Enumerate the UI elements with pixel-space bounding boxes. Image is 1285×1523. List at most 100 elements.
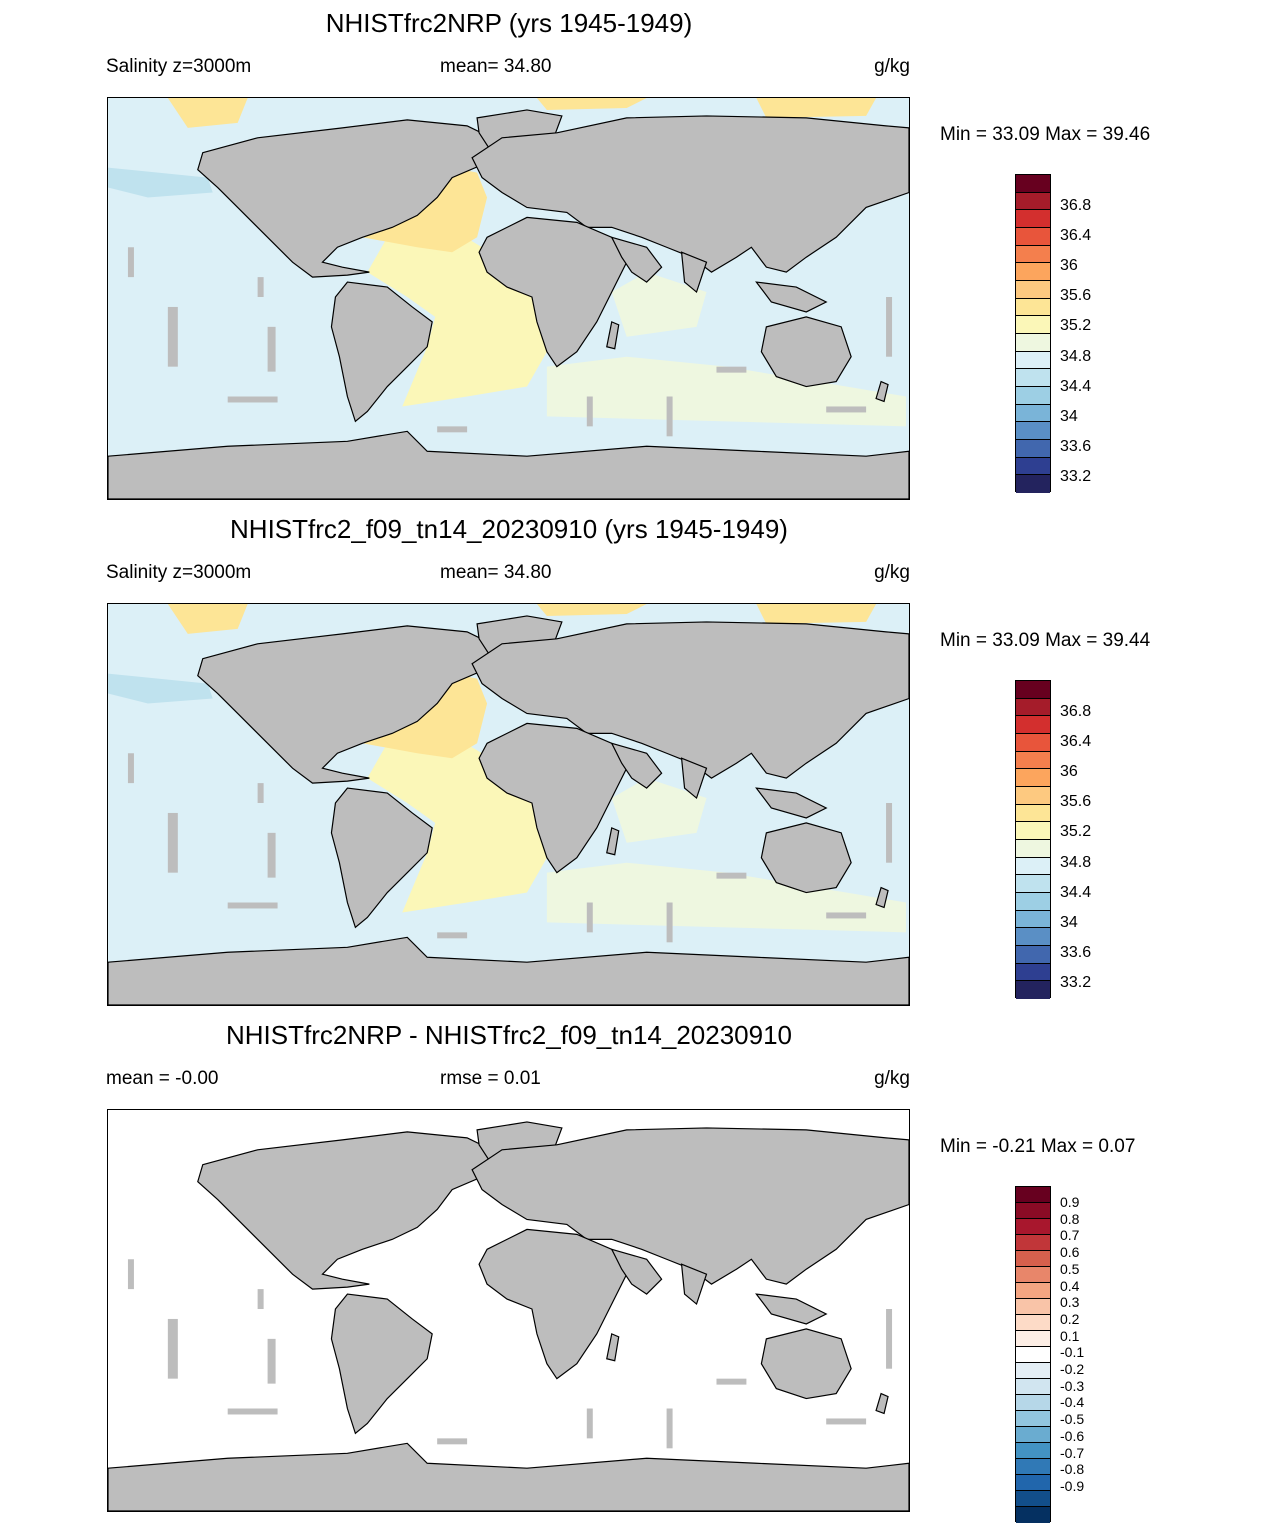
landmass	[197, 625, 503, 784]
colorbar-tick-label: -0.4	[1060, 1394, 1085, 1411]
masked-cell	[437, 1438, 468, 1445]
colorbar-swatch	[1016, 681, 1050, 699]
colorbar-swatch	[1016, 1331, 1050, 1347]
salinity-region	[611, 778, 707, 843]
colorbar-tick-label: 33.6	[1060, 437, 1092, 455]
masked-cell	[826, 406, 867, 413]
masked-cell	[586, 902, 593, 933]
landmass	[760, 316, 852, 388]
colorbar-swatch	[1016, 1395, 1050, 1411]
colorbar-tick-label: -0.7	[1060, 1444, 1085, 1461]
masked-cell	[666, 396, 673, 437]
masked-cell	[167, 812, 178, 873]
colorbar-swatch	[1016, 928, 1050, 946]
colorbar-swatch	[1016, 369, 1050, 387]
masked-cell	[127, 247, 134, 278]
minmax-label: Min = 33.09 Max = 39.46	[940, 124, 1151, 145]
colorbar-swatch	[1016, 1379, 1050, 1395]
colorbar-swatch	[1016, 1427, 1050, 1443]
landmass	[330, 1293, 433, 1435]
colorbar-swatch	[1016, 733, 1050, 752]
masked-cell	[586, 396, 593, 427]
colorbar-tick-label: 0.1	[1060, 1327, 1080, 1344]
landmass	[478, 722, 628, 874]
colorbar-swatch	[1016, 822, 1050, 840]
colorbar-swatch	[1016, 1459, 1050, 1475]
colorbar-swatch	[1016, 192, 1050, 211]
colorbar-swatch	[1016, 386, 1050, 405]
colorbar	[1015, 174, 1051, 493]
masked-cell	[267, 326, 276, 372]
colorbar-tick-label: 33.6	[1060, 943, 1092, 961]
salinity-region	[108, 663, 358, 953]
masked-cell	[127, 753, 134, 784]
colorbar-tick-label: 35.6	[1060, 793, 1092, 811]
landmass	[760, 822, 852, 894]
landmass	[606, 1333, 620, 1362]
landmass	[471, 1127, 909, 1285]
colorbar-tick-label: 34.8	[1060, 347, 1092, 365]
masked-cell	[127, 1259, 134, 1290]
colorbar-tick-label: -0.1	[1060, 1344, 1085, 1361]
salinity-region	[536, 98, 647, 110]
colorbar-tick-label: -0.9	[1060, 1477, 1085, 1494]
landmass	[680, 251, 708, 294]
colorbar-swatch	[1016, 263, 1050, 281]
colorbar-tick-label: -0.2	[1060, 1361, 1085, 1377]
colorbar-tick-label: 36.4	[1060, 227, 1092, 245]
colorbar-tick-label: 35.2	[1060, 317, 1092, 335]
masked-cell	[716, 366, 747, 373]
colorbar-swatch	[1016, 422, 1050, 440]
colorbar-swatch	[1016, 716, 1050, 734]
masked-cell	[886, 297, 893, 357]
units-label: g/kg	[874, 1068, 910, 1089]
colorbar-swatch	[1016, 298, 1050, 317]
map-svg	[108, 1110, 909, 1511]
colorbar-tick-label: 35.6	[1060, 287, 1092, 305]
salinity-region	[806, 192, 909, 427]
landmass	[755, 1293, 828, 1325]
masked-cell	[167, 1318, 178, 1379]
salinity-region	[546, 862, 907, 933]
panel-title: NHISTfrc2NRP - NHISTfrc2_f09_tn14_202309…	[225, 1020, 793, 1050]
colorbar-tick-label: 34.4	[1060, 377, 1092, 395]
colorbar-swatch	[1016, 439, 1050, 458]
colorbar-swatch	[1016, 981, 1050, 999]
landmass	[330, 787, 433, 929]
masked-cell	[666, 1408, 673, 1449]
salinity-region	[167, 604, 248, 634]
colorbar-swatch	[1016, 1203, 1050, 1219]
colorbar-swatch	[1016, 227, 1050, 246]
colorbar-swatch	[1016, 1283, 1050, 1299]
colorbar-tick-label: 0.6	[1060, 1244, 1080, 1261]
masked-cell	[586, 1408, 593, 1439]
masked-cell	[227, 1408, 278, 1415]
salinity-region	[108, 167, 213, 198]
landmass	[108, 1442, 909, 1511]
landmass	[875, 1392, 889, 1415]
colorbar-swatch	[1016, 1315, 1050, 1331]
colorbar-tick-label: 0.7	[1060, 1227, 1080, 1244]
colorbar-swatch	[1016, 316, 1050, 334]
colorbar-swatch	[1016, 1507, 1050, 1523]
colorbar-swatch	[1016, 1347, 1050, 1363]
masked-cell	[167, 306, 178, 367]
map-svg	[108, 604, 909, 1005]
colorbar-tick-label: 0.8	[1060, 1210, 1080, 1227]
colorbar-tick-label: -0.5	[1060, 1411, 1085, 1428]
colorbar-tick-label: 36.8	[1060, 703, 1092, 720]
masked-cell	[666, 902, 673, 943]
landmass	[108, 430, 909, 499]
colorbar-tick-label: -0.3	[1060, 1377, 1085, 1394]
colorbar-swatch	[1016, 804, 1050, 823]
colorbar-swatch	[1016, 1219, 1050, 1235]
salinity-region	[167, 98, 248, 128]
units-label: g/kg	[874, 56, 910, 77]
colorbar-tick-label: 34	[1060, 407, 1078, 425]
colorbar-tick-label: 36.8	[1060, 197, 1092, 214]
panel-title: NHISTfrc2NRP (yrs 1945-1949)	[325, 8, 693, 38]
masked-cell	[257, 1289, 264, 1310]
panel-3: NHISTfrc2NRP - NHISTfrc2_f09_tn14_202309…	[0, 1012, 1285, 1523]
masked-cell	[257, 783, 264, 804]
panel-title: NHISTfrc2_f09_tn14_20230910 (yrs 1945-19…	[230, 514, 788, 544]
